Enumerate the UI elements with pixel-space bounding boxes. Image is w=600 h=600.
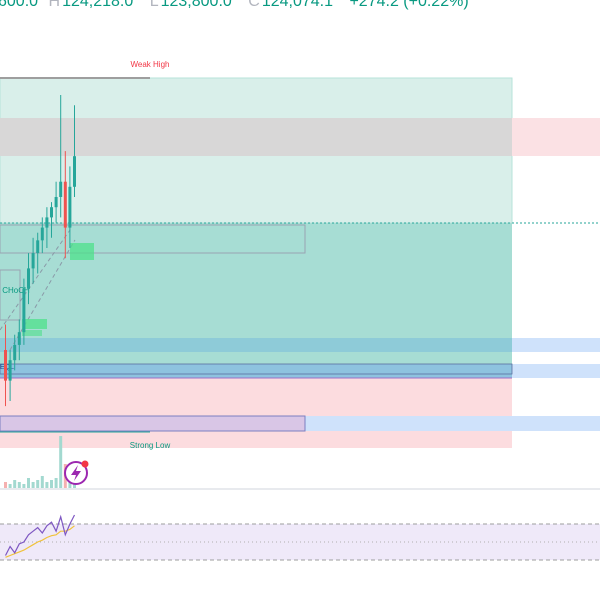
low-label: L (149, 0, 159, 10)
open-value: 600.0 (0, 0, 39, 10)
structure-line-1 (0, 229, 71, 331)
volume-bar (13, 480, 17, 488)
fvg-fill-1 (70, 243, 94, 260)
eql-box (0, 363, 513, 375)
candles (4, 95, 76, 407)
candle-body (54, 197, 58, 208)
close-value: 124,074.1 (261, 0, 333, 10)
rsi-line (4, 514, 76, 556)
volume-bar (36, 480, 40, 488)
lightning-badge-icon[interactable] (64, 460, 89, 485)
order-block-box (0, 415, 306, 432)
change-value: +274.2 (+0.22%) (349, 0, 469, 10)
volume-bar (8, 484, 12, 488)
candle-body (13, 344, 17, 361)
candle-body (4, 350, 7, 381)
strong-low-label: Strong Low (130, 441, 171, 450)
volume-bar (50, 480, 53, 488)
rsi-ma-line (5, 525, 75, 558)
candle-body (40, 227, 44, 241)
choch-box (0, 269, 21, 321)
choch-label: CHoCH (2, 286, 30, 295)
high-value: 124,218.0 (62, 0, 134, 10)
candle-body (36, 240, 40, 254)
blue-zone-1-overlay (0, 338, 512, 352)
candle-body (27, 268, 30, 289)
fvg-fill-3 (22, 330, 42, 336)
candle-body (73, 156, 76, 187)
volume-bar (45, 482, 49, 488)
candle-body (22, 288, 26, 333)
fvg-fill-2 (22, 319, 47, 329)
candle-body (50, 207, 53, 218)
volume-bar (54, 478, 58, 488)
rsi-lines (4, 514, 76, 558)
volume-bar (27, 478, 30, 488)
volume-bar (17, 482, 21, 488)
weak-high-label: Weak High (131, 60, 170, 69)
volume-bar (4, 482, 7, 488)
volume-bar (31, 482, 35, 488)
high-label: H (48, 0, 61, 10)
candle-body (31, 253, 35, 269)
structure-line-2 (9, 239, 76, 351)
volume-bar (22, 484, 26, 488)
candle-body (45, 217, 49, 228)
candle-body (59, 181, 63, 197)
blue-zone-2-overlay (0, 364, 512, 378)
ohlc-readout: 600.0 H 124,218.0 L 123,800.0 C 124,074.1 +… (0, 0, 475, 11)
volume-bar (59, 436, 63, 488)
close-label: C (248, 0, 260, 10)
volume-bar (40, 476, 44, 488)
candle-body (8, 360, 12, 381)
eql-label: EQL (0, 364, 14, 371)
pink-demand-zone (0, 378, 512, 448)
grey-supply-zone (0, 118, 512, 156)
candle-body (17, 332, 21, 345)
low-value: 123,800.0 (160, 0, 232, 10)
blue-zone-3-overlay (0, 416, 305, 431)
candle-body (68, 186, 72, 228)
candle-body (63, 181, 67, 228)
fvg-box (0, 224, 306, 254)
